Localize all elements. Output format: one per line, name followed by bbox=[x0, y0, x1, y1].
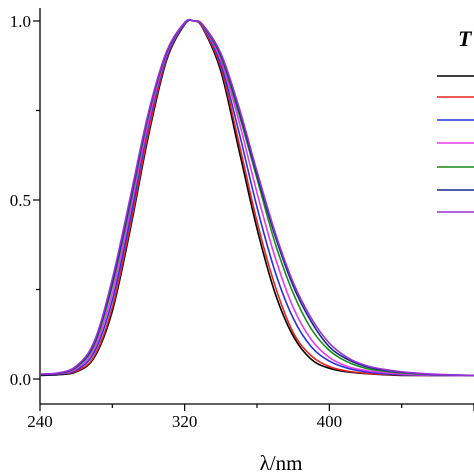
series-line-5 bbox=[41, 18, 474, 377]
series-line-6 bbox=[41, 18, 474, 377]
y-tick-label: 0.5 bbox=[10, 191, 31, 210]
x-axis-ticks: 240 320 400 bbox=[27, 404, 474, 431]
y-axis-ticks: 0.0 0.5 1.0 bbox=[10, 12, 40, 389]
legend-title: T bbox=[458, 26, 473, 51]
series-line-1 bbox=[41, 19, 474, 377]
y-tick-label: 0.0 bbox=[10, 370, 31, 389]
series-lines bbox=[41, 18, 474, 377]
series-line-7 bbox=[41, 18, 474, 377]
series-line-4 bbox=[41, 18, 474, 377]
x-tick-label: 400 bbox=[317, 412, 343, 431]
y-tick-label: 1.0 bbox=[10, 12, 31, 31]
legend: T bbox=[437, 26, 474, 213]
series-line-2 bbox=[41, 19, 474, 377]
x-tick-label: 240 bbox=[27, 412, 53, 431]
x-tick-label: 320 bbox=[172, 412, 198, 431]
series-line-3 bbox=[41, 19, 474, 377]
x-axis-title: λ/nm bbox=[260, 451, 303, 474]
